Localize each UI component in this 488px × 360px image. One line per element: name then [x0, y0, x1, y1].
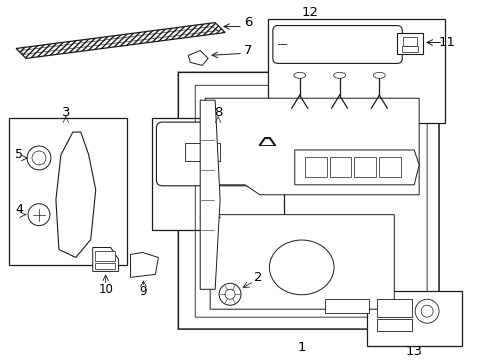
Text: 10: 10	[98, 283, 113, 296]
Text: 3: 3	[61, 105, 70, 119]
Text: 2: 2	[253, 271, 262, 284]
Circle shape	[219, 283, 241, 305]
Circle shape	[32, 151, 46, 165]
Polygon shape	[188, 50, 208, 66]
Bar	[354, 157, 376, 177]
Bar	[403, 36, 416, 46]
Text: 12: 12	[301, 6, 318, 19]
Polygon shape	[130, 252, 158, 277]
FancyBboxPatch shape	[156, 122, 277, 186]
Text: 6: 6	[244, 16, 252, 29]
Text: 7: 7	[243, 44, 252, 57]
Polygon shape	[16, 23, 224, 58]
Polygon shape	[210, 215, 393, 309]
Polygon shape	[178, 72, 438, 329]
Bar	[324, 299, 368, 313]
Bar	[267, 19, 444, 123]
Bar	[152, 118, 283, 230]
Bar	[377, 299, 411, 317]
Text: 4: 4	[15, 203, 23, 216]
Circle shape	[27, 146, 51, 170]
Polygon shape	[294, 150, 418, 185]
Ellipse shape	[293, 72, 305, 78]
Bar	[304, 157, 326, 177]
FancyBboxPatch shape	[272, 26, 402, 63]
Bar	[366, 291, 461, 346]
Ellipse shape	[373, 72, 385, 78]
Ellipse shape	[269, 240, 333, 295]
Bar	[379, 157, 401, 177]
Bar	[396, 32, 422, 54]
Text: 8: 8	[214, 105, 222, 119]
Circle shape	[414, 299, 438, 323]
Text: 1: 1	[297, 341, 305, 354]
Text: 5: 5	[15, 148, 23, 161]
Polygon shape	[93, 248, 119, 271]
Circle shape	[224, 289, 235, 299]
Bar	[95, 252, 114, 261]
Bar	[185, 143, 220, 161]
Polygon shape	[56, 132, 96, 257]
Bar	[9, 118, 126, 265]
Ellipse shape	[333, 72, 345, 78]
Text: 11: 11	[438, 36, 455, 49]
Text: 9: 9	[140, 285, 147, 298]
Circle shape	[420, 305, 432, 317]
Text: 13: 13	[405, 345, 422, 357]
Bar	[402, 46, 417, 53]
Polygon shape	[200, 100, 220, 289]
Bar	[377, 319, 411, 331]
Polygon shape	[205, 98, 418, 195]
Circle shape	[28, 204, 50, 226]
Bar	[329, 157, 351, 177]
Bar	[95, 264, 114, 269]
